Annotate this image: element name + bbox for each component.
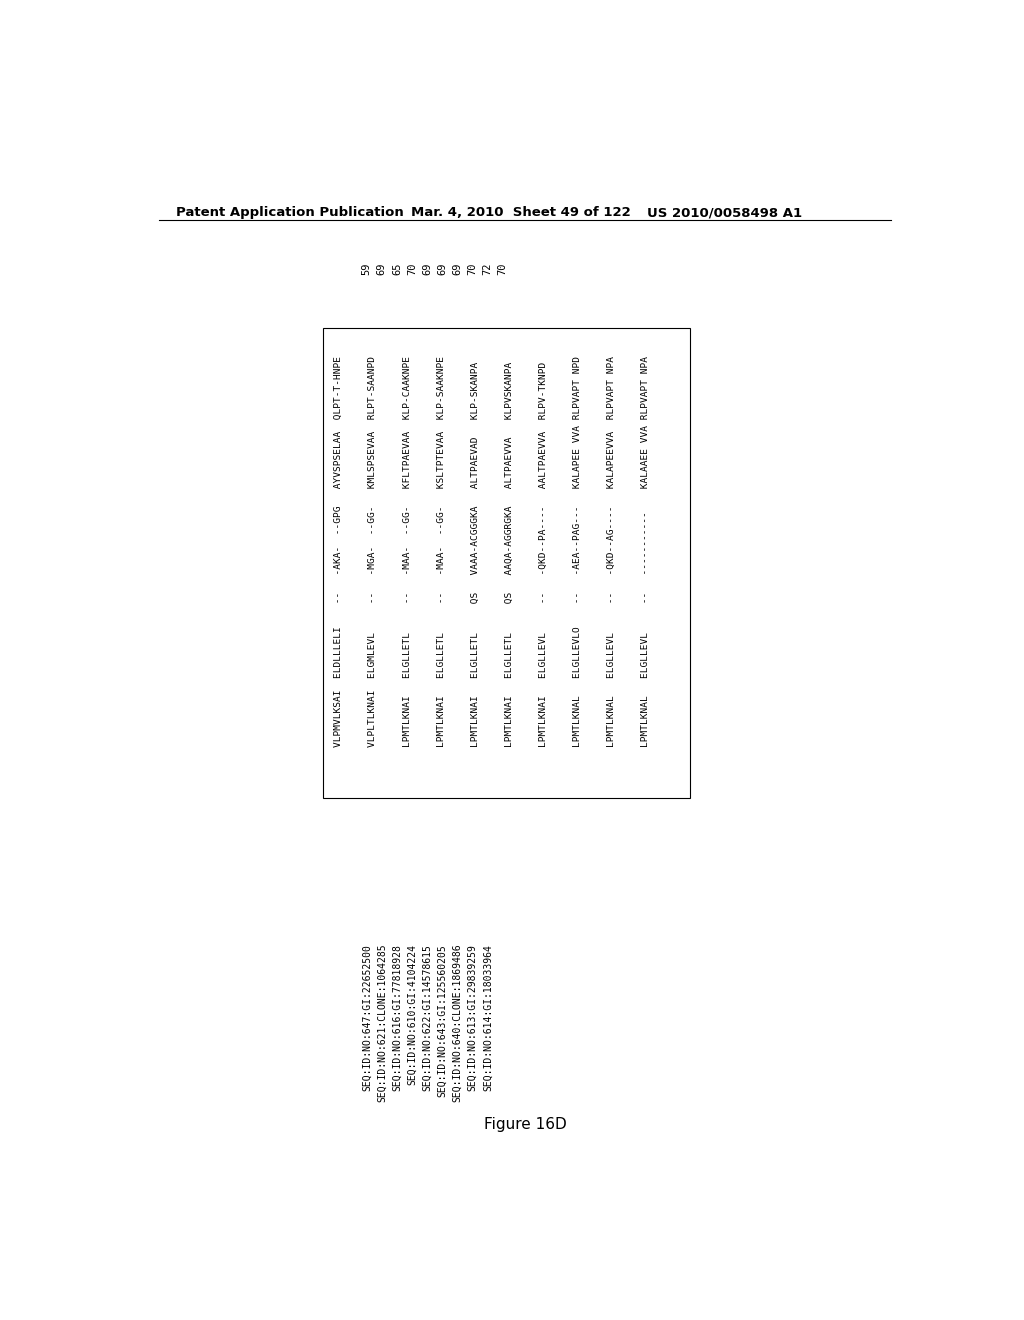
Text: 69: 69 bbox=[377, 263, 387, 276]
Text: 59: 59 bbox=[361, 263, 372, 276]
Text: SEQ:ID:NO:640:CLONE:1869486: SEQ:ID:NO:640:CLONE:1869486 bbox=[453, 944, 463, 1102]
Text: 70: 70 bbox=[407, 263, 417, 276]
Text: SEQ:ID:NO:647:GI:22652500: SEQ:ID:NO:647:GI:22652500 bbox=[361, 944, 372, 1090]
Text: LPMTLKNAL   ELGLLEVL     --   -QKD--AG----   KALAPEEVVA  RLPVAPT NPA: LPMTLKNAL ELGLLEVL -- -QKD--AG---- KALAP… bbox=[607, 355, 616, 747]
Text: LPMTLKNAL   ELGLLEVLO    --   -AEA--PAG---   KALAPEE VVA RLPVAPT NPD: LPMTLKNAL ELGLLEVLO -- -AEA--PAG--- KALA… bbox=[573, 355, 582, 747]
Text: 70: 70 bbox=[498, 263, 508, 276]
Text: SEQ:ID:NO:614:GI:18033964: SEQ:ID:NO:614:GI:18033964 bbox=[482, 944, 493, 1090]
Text: 70: 70 bbox=[468, 263, 477, 276]
Text: SEQ:ID:NO:613:GI:29839259: SEQ:ID:NO:613:GI:29839259 bbox=[468, 944, 477, 1090]
Text: SEQ:ID:NO:621:CLONE:1064285: SEQ:ID:NO:621:CLONE:1064285 bbox=[377, 944, 387, 1102]
Text: LPMTLKNAI   ELGLLETL     --   -MAA-  --GG-   KSLTPTEVAA  KLP-SAAKNPE: LPMTLKNAI ELGLLETL -- -MAA- --GG- KSLTPT… bbox=[436, 355, 445, 747]
Text: LPMTLKNAI   ELGLLETL     QS   VAAA-ACGGGKA   ALTPAEVAD   KLP-SKANPA: LPMTLKNAI ELGLLETL QS VAAA-ACGGGKA ALTPA… bbox=[471, 355, 479, 747]
Text: Patent Application Publication: Patent Application Publication bbox=[176, 206, 403, 219]
Text: 65: 65 bbox=[392, 263, 402, 276]
Text: 69: 69 bbox=[437, 263, 447, 276]
Text: 69: 69 bbox=[422, 263, 432, 276]
Text: 69: 69 bbox=[453, 263, 463, 276]
Text: SEQ:ID:NO:643:GI:125560205: SEQ:ID:NO:643:GI:125560205 bbox=[437, 944, 447, 1097]
Text: LPMTLKNAL   ELGLLEVL     --   -----------    KALAAEE VVA RLPVAPT NPA: LPMTLKNAL ELGLLEVL -- ----------- KALAAE… bbox=[641, 355, 650, 747]
Text: VLPMVLKSAI  ELDLLLELI    --   -AKA-  --GPG   AYVSPSELAA  QLPT-T-HNPE: VLPMVLKSAI ELDLLLELI -- -AKA- --GPG AYVS… bbox=[334, 355, 343, 747]
Text: LPMTLKNAI   ELGLLETL     --   -MAA-  --GG-   KFLTPAEVAA  KLP-CAAKNPE: LPMTLKNAI ELGLLETL -- -MAA- --GG- KFLTPA… bbox=[402, 355, 412, 747]
Text: Mar. 4, 2010  Sheet 49 of 122: Mar. 4, 2010 Sheet 49 of 122 bbox=[411, 206, 631, 219]
Text: Figure 16D: Figure 16D bbox=[484, 1117, 567, 1133]
Text: SEQ:ID:NO:616:GI:77818928: SEQ:ID:NO:616:GI:77818928 bbox=[392, 944, 402, 1090]
Text: LPMTLKNAI   ELGLLETL     QS   AAQA-AGGRGKA   ALTPAEVVA   KLPVSKANPA: LPMTLKNAI ELGLLETL QS AAQA-AGGRGKA ALTPA… bbox=[505, 355, 514, 747]
Text: US 2010/0058498 A1: US 2010/0058498 A1 bbox=[647, 206, 803, 219]
Text: SEQ:ID:NO:610:GI:4104224: SEQ:ID:NO:610:GI:4104224 bbox=[407, 944, 417, 1085]
Bar bbox=[324, 327, 690, 797]
Text: 72: 72 bbox=[482, 263, 493, 276]
Text: LPMTLKNAI   ELGLLEVL     --   -QKD--PA----   AALTPAEVVA  RLPV-TKNPD: LPMTLKNAI ELGLLEVL -- -QKD--PA---- AALTP… bbox=[539, 355, 548, 747]
Text: VLPLTLKNAI  ELGMLEVL     --   -MGA-  --GG-   KMLSPSEVAA  RLPT-SAANPD: VLPLTLKNAI ELGMLEVL -- -MGA- --GG- KMLSP… bbox=[369, 355, 378, 747]
Text: SEQ:ID:NO:622:GI:14578615: SEQ:ID:NO:622:GI:14578615 bbox=[422, 944, 432, 1090]
